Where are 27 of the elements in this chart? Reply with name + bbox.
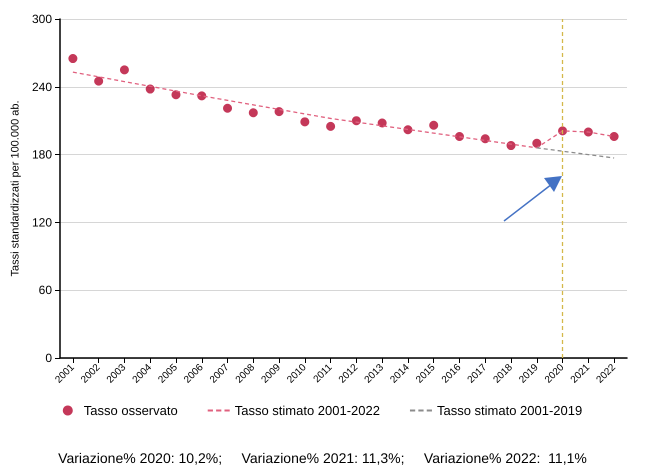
point (532, 138, 542, 148)
point (584, 128, 593, 136)
point (352, 116, 361, 126)
point (120, 65, 129, 74)
point (68, 54, 78, 64)
point (378, 118, 387, 128)
point (146, 84, 155, 94)
point (223, 104, 232, 113)
y-tick-label: 240 (32, 80, 52, 94)
point (171, 90, 180, 100)
y-tick-label: 180 (32, 148, 52, 162)
legend-label: Tasso osservato (84, 403, 178, 418)
y-tick-label: 120 (32, 215, 52, 230)
point (429, 120, 438, 130)
y-tick-label: 300 (32, 12, 52, 26)
point (248, 108, 258, 118)
point (610, 132, 619, 142)
y-axis-title: Tassi standardizzati per 100.000 ab. (10, 100, 22, 277)
text: Variazione% 2020: 10,2%; Variazione% 2021: 11,3%; Variazione% 2022: 11,1% (57, 450, 588, 466)
legend-label: Tasso stimato 2001-2019 (436, 403, 582, 418)
point (94, 76, 104, 86)
point (506, 141, 516, 150)
point (300, 117, 310, 126)
point (326, 122, 336, 131)
y-tick-label: 60 (38, 283, 52, 298)
y-tick-label: 0 (45, 351, 52, 365)
legend-label: Tasso stimato 2001-2022 (234, 403, 380, 418)
